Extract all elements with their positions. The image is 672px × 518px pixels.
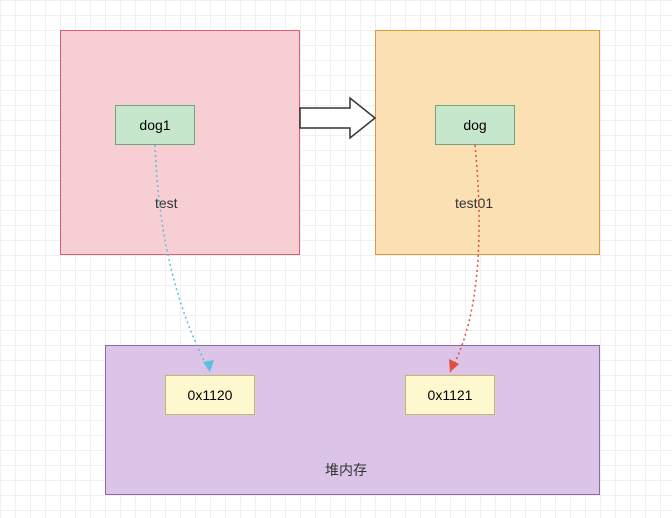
node-dog-text: dog bbox=[463, 117, 486, 133]
node-dog: dog bbox=[435, 105, 515, 145]
node-addr1: 0x1120 bbox=[165, 375, 255, 415]
node-dog1: dog1 bbox=[115, 105, 195, 145]
node-addr2: 0x1121 bbox=[405, 375, 495, 415]
arrow-hollow bbox=[300, 98, 375, 138]
label-test: test bbox=[155, 195, 178, 211]
node-addr1-text: 0x1120 bbox=[188, 387, 233, 403]
label-test01: test01 bbox=[455, 195, 493, 211]
label-heap: 堆内存 bbox=[325, 460, 367, 480]
node-addr2-text: 0x1121 bbox=[428, 387, 473, 403]
node-dog1-text: dog1 bbox=[139, 117, 170, 133]
